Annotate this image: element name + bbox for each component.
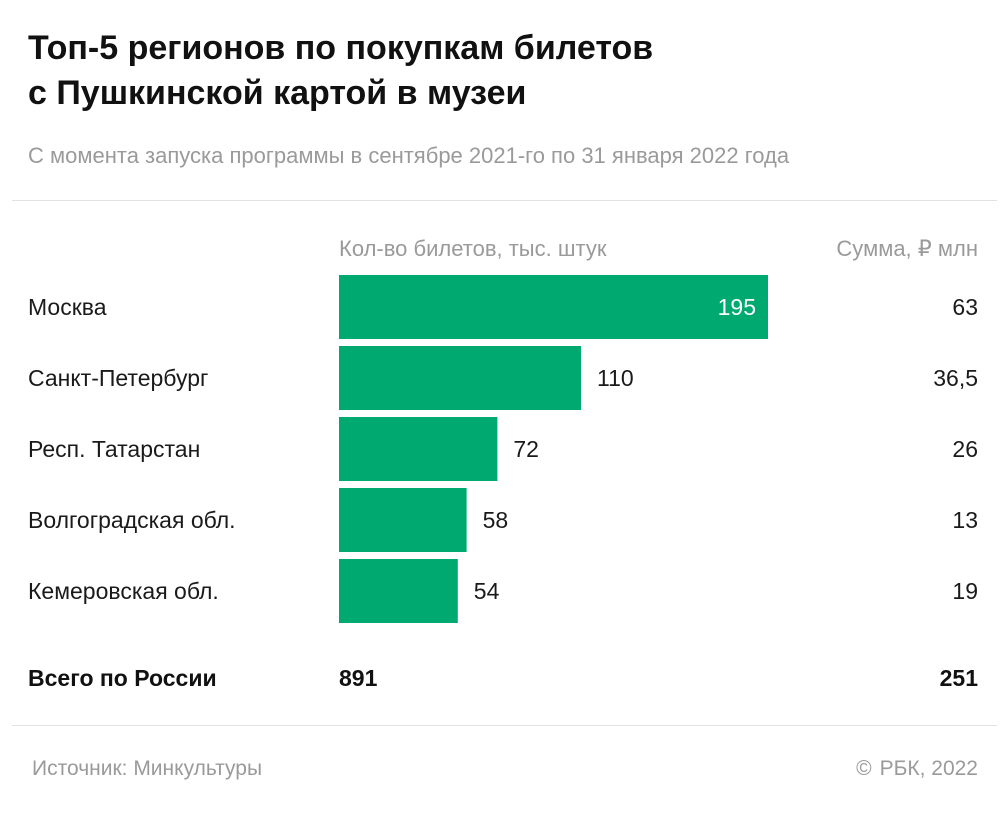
category-label: Москва — [28, 294, 107, 320]
sum-value-label: 63 — [952, 294, 978, 320]
chart-title: Топ-5 регионов по покупкам билетов с Пуш… — [28, 26, 928, 116]
bar-value-label: 58 — [483, 507, 509, 533]
sum-value-label: 13 — [952, 507, 978, 533]
title-line-1: Топ-5 регионов по покупкам билетов — [28, 29, 654, 67]
sum-column-header: Сумма, ₽ млн — [836, 236, 978, 261]
bar-value-label: 110 — [597, 365, 634, 391]
bar — [339, 275, 768, 339]
copyright-text: РБК, 2022 — [879, 757, 978, 780]
sum-value-label: 26 — [952, 436, 978, 462]
bar-value-label: 72 — [513, 436, 539, 462]
category-label: Респ. Татарстан — [28, 436, 200, 462]
total-count: 891 — [339, 665, 378, 691]
top-divider — [12, 200, 997, 201]
total-label: Всего по России — [28, 665, 217, 691]
total-sum: 251 — [939, 665, 978, 691]
source-note: Источник: Минкультуры — [32, 757, 263, 780]
copyright-note: © РБК, 2022 — [856, 757, 978, 781]
count-column-header: Кол-во билетов, тыс. штук — [339, 236, 607, 261]
bar-value-label: 54 — [474, 578, 500, 604]
chart-subtitle: С момента запуска программы в сентябре 2… — [28, 143, 790, 168]
bar-value-label: 195 — [718, 294, 756, 320]
bottom-divider — [12, 725, 997, 726]
bar — [339, 346, 581, 410]
bar — [339, 559, 458, 623]
title-line-2: с Пушкинской картой в музеи — [28, 74, 527, 112]
bar — [339, 488, 467, 552]
sum-value-label: 36,5 — [933, 365, 978, 391]
category-label: Волгоградская обл. — [28, 507, 236, 533]
category-label: Санкт-Петербург — [28, 365, 208, 391]
sum-value-label: 19 — [952, 578, 978, 604]
copyright-sign: © — [856, 757, 872, 780]
bar — [339, 417, 498, 481]
category-label: Кемеровская обл. — [28, 578, 219, 604]
